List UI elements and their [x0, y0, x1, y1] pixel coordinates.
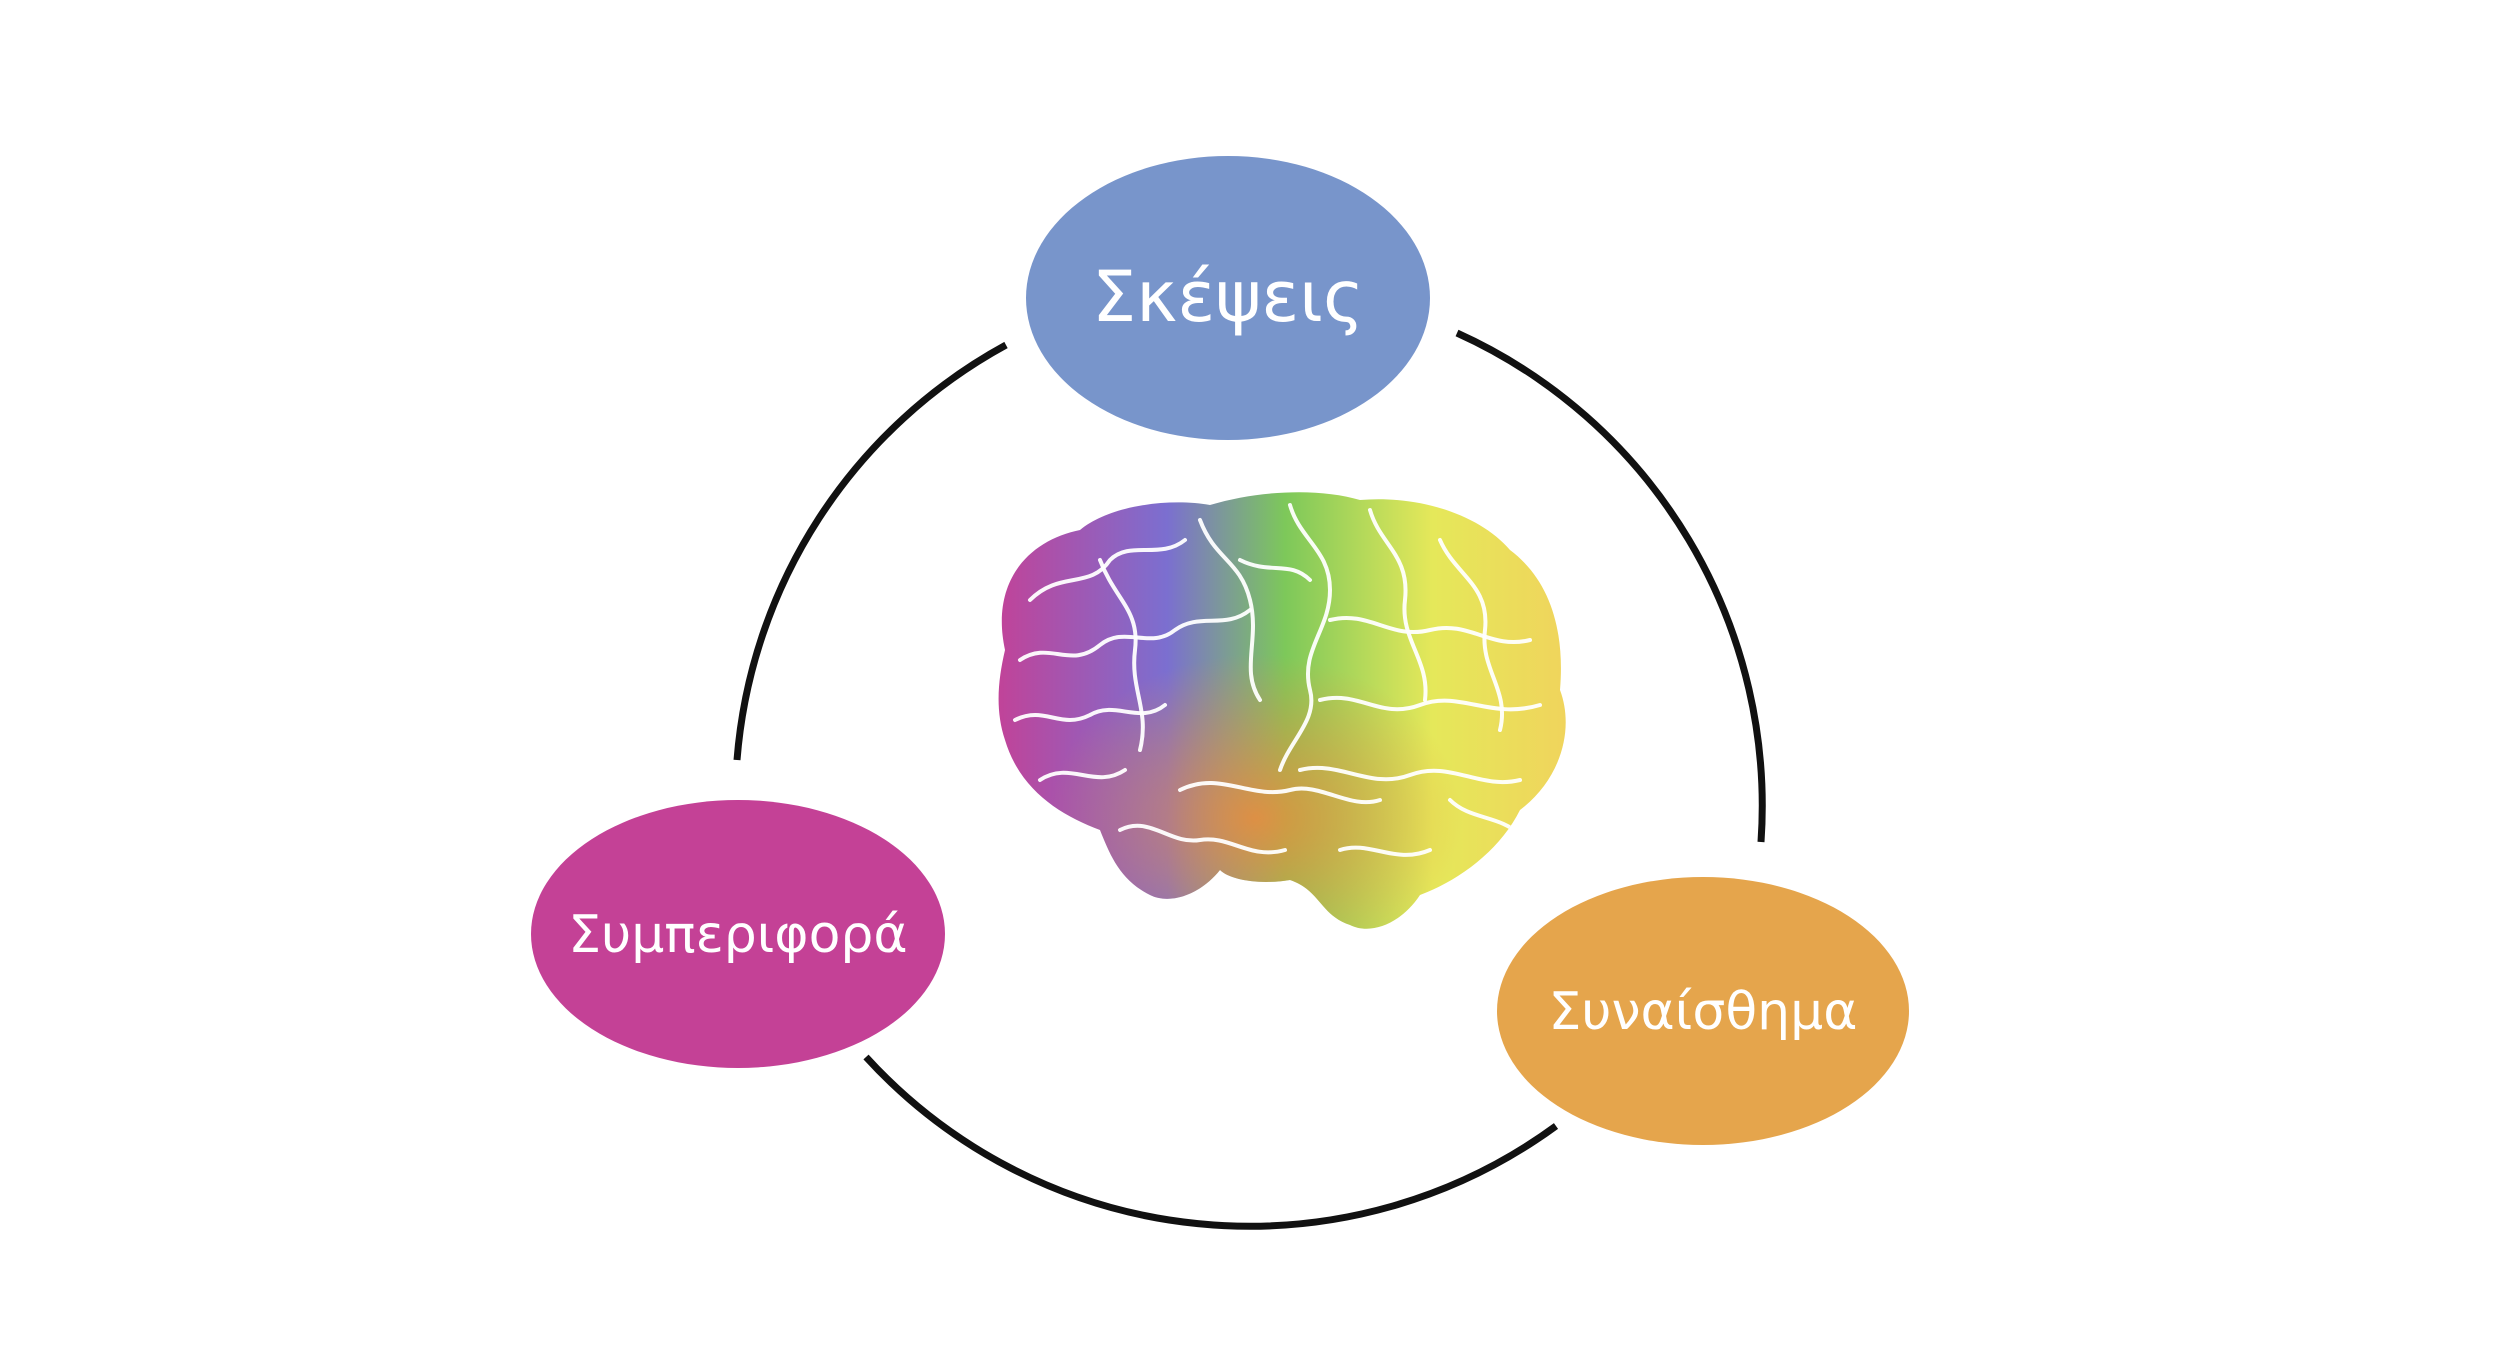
brain-icon: [998, 492, 1566, 929]
node-behavior-oval: [531, 800, 945, 1068]
cycle-arc-top-right: [1455, 329, 1766, 843]
node-behavior-label: Συμπεριφορά: [568, 905, 907, 965]
node-emotion-label: Συναίσθημα: [1549, 982, 1858, 1042]
node-emotion: Συναίσθημα: [1497, 877, 1909, 1145]
node-emotion-oval: [1497, 877, 1909, 1145]
cycle-arc-left: [733, 341, 1008, 761]
cycle-arc-bottom: [863, 1054, 1559, 1230]
brain-folds: [1013, 503, 1542, 857]
node-thoughts-oval: [1026, 156, 1430, 440]
node-thoughts: Σκέψεις: [1026, 156, 1430, 440]
node-thoughts-label: Σκέψεις: [1092, 256, 1364, 338]
node-behavior: Συμπεριφορά: [531, 800, 945, 1068]
